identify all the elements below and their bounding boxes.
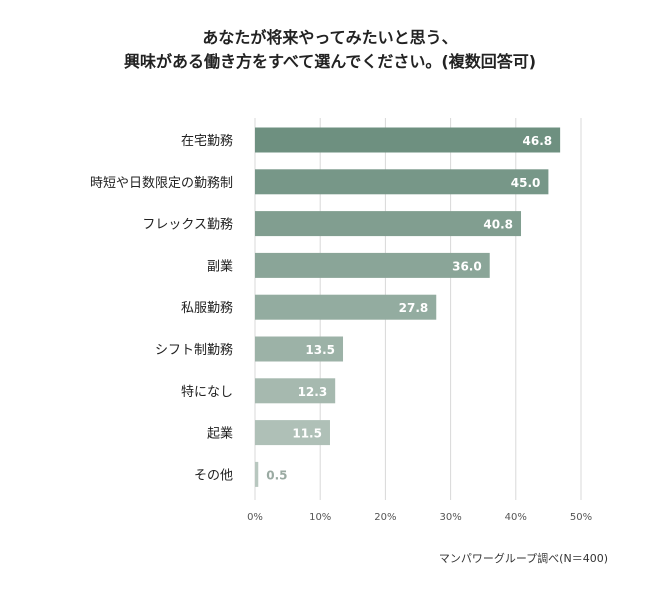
x-tick-label: 30% (439, 512, 461, 523)
bar (255, 420, 330, 446)
category-label: 在宅勤務 (181, 134, 233, 149)
data-label: 0.5 (266, 468, 287, 482)
chart-title-line-1: あなたが将来やってみたいと思う、 (202, 28, 458, 47)
category-label: その他 (194, 468, 233, 483)
bar (255, 336, 344, 362)
x-tick-label: 50% (570, 512, 592, 523)
data-label: 45.0 (511, 176, 541, 190)
bar (255, 169, 549, 195)
x-tick-label: 0% (247, 512, 263, 523)
chart-title: あなたが将来やってみたいと思う、 興味がある働き方をすべて選んでください。(複数… (0, 26, 660, 74)
data-label: 13.5 (305, 343, 335, 357)
category-label: 私服勤務 (181, 301, 233, 316)
source-note: マンパワーグループ調べ(N＝400) (438, 552, 608, 565)
data-label: 11.5 (292, 427, 322, 441)
category-label: 時短や日数限定の勤務制 (90, 176, 233, 191)
data-label: 27.8 (399, 301, 429, 315)
chart-title-line-2: 興味がある働き方をすべて選んでください。(複数回答可) (123, 52, 537, 71)
category-label: 副業 (207, 258, 233, 274)
x-tick-label: 20% (374, 512, 396, 523)
data-label: 12.3 (298, 385, 328, 399)
category-label: フレックス勤務 (142, 218, 233, 233)
category-label: シフト制勤務 (155, 343, 233, 358)
bar (255, 461, 259, 487)
bar (255, 294, 437, 320)
data-label: 36.0 (452, 259, 482, 273)
bar (255, 378, 336, 404)
data-label: 46.8 (523, 134, 553, 148)
x-tick-label: 40% (505, 512, 527, 523)
bar (255, 252, 490, 278)
bar (255, 211, 522, 237)
category-label: 起業 (207, 426, 233, 442)
category-label: 特になし (181, 385, 233, 400)
bar (255, 127, 561, 153)
data-label: 40.8 (483, 218, 513, 232)
x-tick-label: 10% (309, 512, 331, 523)
